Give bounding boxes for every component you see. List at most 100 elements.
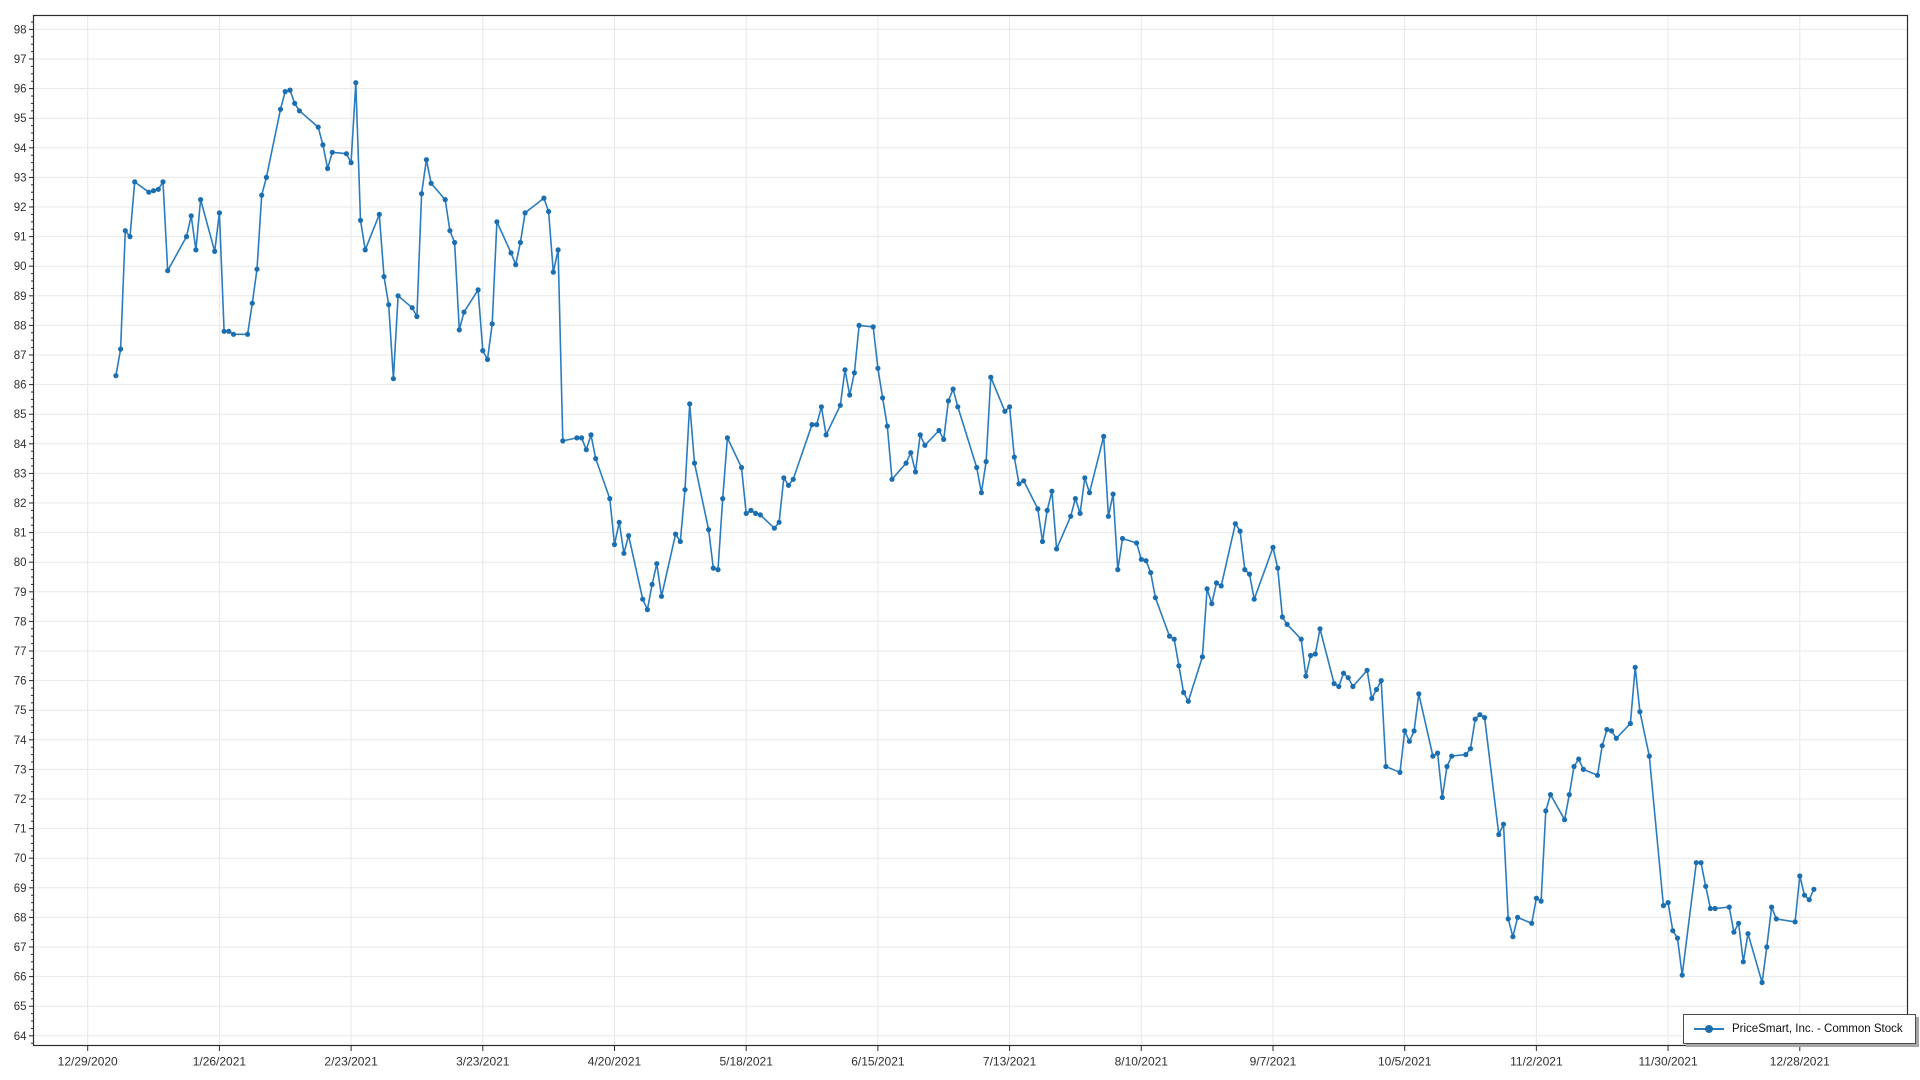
data-point (724, 435, 731, 441)
x-tick-label: 3/23/2021 (456, 1055, 510, 1069)
y-tick-label: 84 (14, 439, 27, 451)
y-tick-label: 85 (14, 409, 27, 421)
data-point (884, 423, 890, 429)
data-point (1703, 883, 1709, 889)
data-point (1613, 735, 1619, 741)
series (113, 80, 1817, 986)
data-point (1199, 654, 1205, 660)
data-point (1039, 538, 1046, 545)
data-point (1580, 766, 1586, 773)
data-point (1345, 675, 1351, 681)
y-tick-label: 64 (14, 1031, 27, 1043)
data-point (847, 392, 853, 398)
data-point (715, 567, 721, 573)
data-point (1213, 580, 1220, 586)
data-point (644, 607, 651, 613)
data-point (837, 402, 843, 408)
y-tick-label: 95 (14, 113, 27, 125)
y-tick-label: 71 (14, 824, 27, 836)
y-tick-label: 83 (14, 468, 27, 480)
y-tick-label: 73 (14, 764, 27, 776)
data-point (870, 324, 876, 330)
data-point (1726, 904, 1732, 910)
data-point (475, 287, 481, 293)
data-point (1406, 738, 1412, 744)
y-tick-label: 80 (14, 557, 27, 569)
data-point (1049, 488, 1055, 494)
data-point (254, 266, 260, 272)
plot-border (32, 14, 1909, 1047)
data-point (1496, 831, 1502, 838)
data-point (1500, 821, 1507, 827)
x-tick-label: 11/30/2021 (1638, 1055, 1697, 1069)
y-tick-label: 69 (14, 883, 27, 895)
data-point (1707, 905, 1713, 912)
data-point (1331, 681, 1337, 687)
data-point (1336, 683, 1342, 690)
data-point (1134, 540, 1140, 546)
data-point (1566, 792, 1572, 798)
series-line (115, 81, 1815, 984)
x-tick-label: 4/20/2021 (588, 1055, 642, 1069)
data-point (1279, 614, 1285, 620)
data-point (1317, 626, 1323, 632)
data-point (1115, 567, 1121, 573)
legend-series-marker-icon (1694, 1025, 1724, 1033)
data-point (212, 248, 218, 254)
data-point (1298, 636, 1304, 642)
data-point (447, 228, 453, 234)
data-point (1463, 752, 1469, 758)
data-point (1138, 556, 1144, 562)
data-point (376, 211, 382, 217)
data-point (249, 300, 255, 306)
data-point (1171, 636, 1177, 642)
data-point (1218, 583, 1224, 589)
data-point (687, 401, 693, 407)
data-point (875, 365, 881, 371)
data-point (1435, 750, 1441, 756)
data-point (880, 395, 886, 401)
data-point (353, 80, 359, 86)
data-point (673, 531, 679, 537)
data-point (974, 464, 980, 471)
y-tick-label: 94 (14, 143, 27, 155)
data-point (122, 228, 128, 234)
data-point (381, 274, 387, 280)
data-point (282, 89, 288, 95)
data-point (1308, 652, 1314, 659)
data-point (1402, 728, 1408, 734)
data-point (809, 422, 815, 428)
y-tick-label: 75 (14, 705, 27, 717)
data-point (1054, 546, 1060, 552)
data-point (1185, 698, 1191, 704)
axes (29, 14, 1909, 1051)
data-point (423, 157, 429, 163)
data-point (1637, 709, 1643, 715)
data-point (1801, 892, 1808, 898)
data-point (1373, 686, 1380, 693)
data-point (1416, 691, 1422, 697)
y-tick-label: 89 (14, 291, 27, 303)
y-tick-label: 86 (14, 380, 27, 392)
data-point (1148, 570, 1154, 576)
data-point (649, 581, 655, 588)
data-point (390, 376, 396, 382)
data-point (771, 525, 778, 531)
data-point (851, 370, 858, 376)
data-point (941, 436, 947, 442)
data-point (706, 527, 712, 533)
data-point (1571, 763, 1577, 770)
data-point (193, 247, 199, 253)
data-point (1275, 565, 1281, 571)
data-point (329, 149, 335, 155)
data-point (1383, 763, 1389, 770)
data-point (936, 427, 942, 434)
data-point (983, 459, 989, 465)
data-point (550, 269, 556, 275)
data-point (1232, 521, 1238, 527)
y-tick-label: 79 (14, 587, 27, 599)
data-point (1646, 753, 1652, 759)
data-point (1510, 934, 1516, 940)
data-point (113, 373, 119, 379)
